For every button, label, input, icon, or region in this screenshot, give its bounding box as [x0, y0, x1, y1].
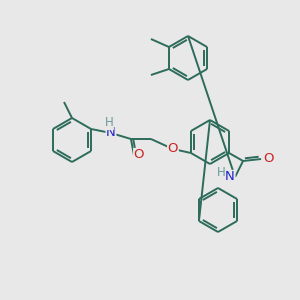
Text: H: H [217, 166, 225, 178]
Text: O: O [134, 148, 144, 161]
Text: O: O [263, 152, 273, 166]
Text: H: H [105, 116, 113, 130]
Text: N: N [225, 170, 235, 184]
Text: N: N [106, 127, 116, 140]
Text: O: O [168, 142, 178, 155]
